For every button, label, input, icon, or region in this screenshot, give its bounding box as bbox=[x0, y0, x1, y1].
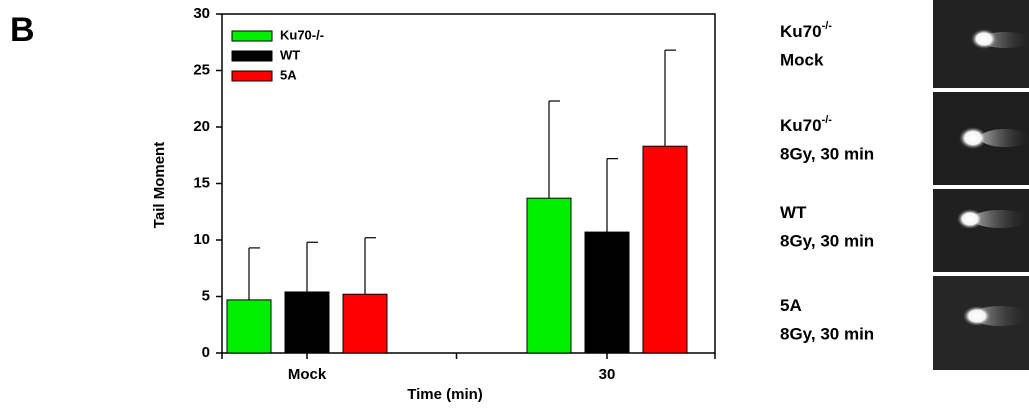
comet-condition: 8Gy, 30 min bbox=[780, 324, 874, 343]
comet-condition: 8Gy, 30 min bbox=[780, 144, 874, 163]
y-tick-label: 20 bbox=[193, 118, 210, 135]
figure: B Time (min) Tail Moment 0 5 10 15 20 25 30 Moc… bbox=[0, 0, 1029, 414]
comet-condition: 8Gy, 30 min bbox=[780, 231, 874, 250]
y-tick-label: 10 bbox=[193, 231, 210, 248]
y-tick-label: 0 bbox=[202, 344, 210, 361]
comet-label-name: Ku70 bbox=[780, 116, 822, 135]
comet-label-superscript: -/- bbox=[822, 114, 833, 126]
comet-label-name: WT bbox=[780, 203, 807, 222]
comet-label: Ku70-/- bbox=[780, 20, 832, 42]
bar bbox=[643, 146, 687, 353]
x-axis-title: Time (min) bbox=[407, 386, 483, 403]
bar bbox=[285, 292, 329, 353]
x-tick-label: Mock bbox=[288, 366, 327, 383]
legend-swatch bbox=[232, 71, 272, 81]
comet-condition: Mock bbox=[780, 50, 824, 69]
comet-tail bbox=[980, 129, 1029, 147]
y-tick-label: 25 bbox=[193, 61, 210, 78]
panel-label: B bbox=[10, 11, 35, 49]
comet-label-superscript: -/- bbox=[822, 20, 833, 32]
comet-label-name: Ku70 bbox=[780, 22, 822, 41]
bar bbox=[585, 232, 629, 353]
comet-label: Ku70-/- bbox=[780, 114, 832, 136]
comet-label: WT bbox=[780, 203, 807, 222]
comet-head bbox=[957, 209, 983, 229]
comet-images bbox=[933, 0, 1029, 370]
legend-label: Ku70-/- bbox=[280, 27, 324, 42]
comet-head bbox=[971, 29, 997, 49]
y-tick-label: 15 bbox=[193, 174, 210, 191]
legend-label: WT bbox=[280, 47, 300, 62]
comet-head bbox=[963, 306, 991, 326]
legend-swatch bbox=[232, 31, 272, 41]
bar bbox=[227, 300, 271, 353]
y-axis-title: Tail Moment bbox=[151, 142, 168, 228]
legend-label: 5A bbox=[280, 67, 297, 82]
y-tick-label: 5 bbox=[202, 287, 210, 304]
bar bbox=[527, 198, 571, 353]
comet-label: 5A bbox=[780, 296, 802, 315]
x-tick-label: 30 bbox=[599, 366, 616, 383]
legend-swatch bbox=[232, 51, 272, 61]
comet-head bbox=[959, 127, 987, 149]
bar bbox=[343, 294, 387, 353]
y-tick-label: 30 bbox=[193, 5, 210, 22]
comet-image bbox=[933, 189, 1029, 272]
comet-label-name: 5A bbox=[780, 296, 802, 315]
